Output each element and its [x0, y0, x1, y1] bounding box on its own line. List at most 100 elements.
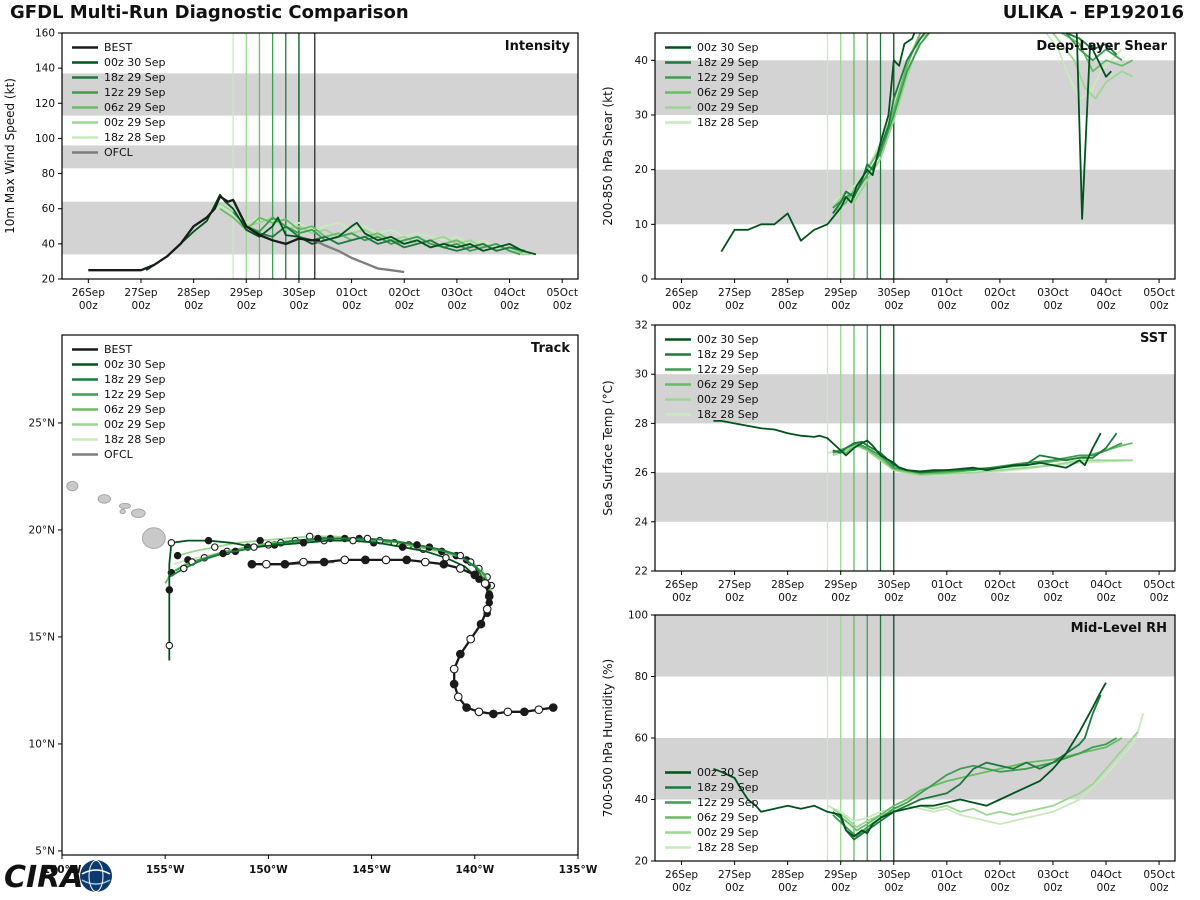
legend-label-BEST: BEST [104, 343, 132, 356]
x-tick-label-hour: 00z [1044, 300, 1063, 312]
y-tick-label: 22 [635, 566, 648, 578]
track-marker [210, 543, 219, 551]
legend-label-00z 30 Sep: 00z 30 Sep [697, 333, 759, 346]
legend-label-OFCL: OFCL [104, 146, 134, 159]
hawaii-island [97, 494, 112, 504]
series-line-12z 29 Sep [832, 33, 1123, 209]
y-tick-label: 40 [635, 794, 648, 806]
x-tick-label-date: 26Sep [72, 287, 105, 299]
x-tick-label-date: 28Sep [771, 579, 804, 591]
x-tick-label-date: 30Sep [877, 287, 910, 299]
lon-tick-label: 155°W [146, 864, 185, 876]
x-tick-label-hour: 00z [725, 300, 744, 312]
x-tick-label-hour: 00z [1097, 882, 1116, 894]
category-band [62, 73, 578, 116]
x-tick-label-date: 29Sep [230, 287, 263, 299]
x-tick-label-hour: 00z [884, 882, 903, 894]
x-tick-label-date: 30Sep [282, 287, 315, 299]
panel-title: SST [1140, 331, 1167, 346]
x-tick-label-date: 28Sep [177, 287, 210, 299]
track-marker [180, 564, 188, 573]
legend-label-18z 29 Sep: 18z 29 Sep [697, 781, 759, 794]
hawaii-island [57, 486, 61, 492]
track-marker [466, 634, 476, 644]
x-tick-label-hour: 00z [725, 592, 744, 604]
storm-id: ULIKA - EP192016 [1002, 2, 1184, 23]
x-tick-label-date: 01Oct [931, 579, 963, 591]
track-marker [247, 559, 257, 569]
series-line-18z 29 Sep [832, 33, 1118, 214]
track-marker [167, 539, 176, 547]
legend-label-06z 29 Sep: 06z 29 Sep [697, 378, 759, 391]
track-marker [484, 591, 494, 601]
track-marker [349, 536, 357, 545]
track-marker [456, 564, 465, 573]
y-tick-label: 0 [641, 274, 648, 286]
lat-tick-label: 25°N [29, 417, 55, 429]
page-title: GFDL Multi-Run Diagnostic Comparison [10, 2, 409, 23]
panel-title: Intensity [505, 39, 571, 54]
x-tick-label-hour: 00z [1097, 300, 1116, 312]
x-tick-label-date: 27Sep [718, 869, 751, 881]
plot-frame [654, 324, 1176, 572]
x-tick-label-date: 26Sep [665, 287, 698, 299]
x-tick-label-date: 04Oct [1090, 869, 1122, 881]
x-tick-label-date: 01Oct [336, 287, 368, 299]
legend-label-12z 29 Sep: 12z 29 Sep [104, 388, 166, 401]
legend-label-12z 29 Sep: 12z 29 Sep [104, 86, 166, 99]
y-tick-label: 100 [35, 133, 55, 145]
series-line-BEST [88, 195, 320, 272]
track-marker [250, 543, 258, 551]
x-tick-label-date: 03Oct [441, 287, 473, 299]
legend-label-00z 30 Sep: 00z 30 Sep [697, 766, 759, 779]
x-tick-label-date: 02Oct [984, 869, 1016, 881]
x-tick-label-date: 04Oct [1090, 579, 1122, 591]
x-tick-label-date: 03Oct [1037, 869, 1069, 881]
y-tick-label: 160 [35, 28, 55, 40]
track-marker [280, 559, 290, 569]
legend-label-00z 30 Sep: 00z 30 Sep [104, 358, 166, 371]
y-tick-label: 24 [635, 516, 649, 528]
x-tick-label-hour: 00z [1150, 882, 1169, 894]
legend-label-06z 29 Sep: 06z 29 Sep [104, 403, 166, 416]
legend-label-00z 29 Sep: 00z 29 Sep [697, 393, 759, 406]
x-tick-label-hour: 00z [884, 592, 903, 604]
hawaii-island [141, 527, 166, 549]
rh-panel: 2040608010026Sep00z27Sep00z28Sep00z29Sep… [601, 610, 1176, 894]
track-marker [456, 551, 465, 560]
plot-frame [654, 32, 1176, 280]
track-marker [503, 707, 513, 717]
legend-label-06z 29 Sep: 06z 29 Sep [104, 101, 166, 114]
lat-tick-label: 20°N [29, 524, 55, 536]
track-marker [165, 641, 174, 650]
track-marker [474, 707, 484, 717]
y-tick-label: 20 [635, 856, 648, 868]
legend-label-18z 28 Sep: 18z 28 Sep [697, 116, 759, 129]
cira-logo-text: CIRA [4, 860, 84, 895]
y-tick-label: 20 [42, 274, 55, 286]
category-band [62, 145, 578, 169]
track-marker [204, 536, 213, 545]
globe-line [81, 869, 111, 875]
x-tick-label-date: 26Sep [665, 579, 698, 591]
track-marker [398, 543, 407, 551]
legend-label-18z 29 Sep: 18z 29 Sep [104, 373, 166, 386]
y-tick-label: 120 [35, 98, 55, 110]
y-tick-label: 10 [635, 219, 648, 231]
legend-label-18z 29 Sep: 18z 29 Sep [104, 71, 166, 84]
x-tick-label-hour: 00z [290, 300, 309, 312]
series-line-00z 30 Sep [713, 420, 1102, 473]
x-tick-label-date: 02Oct [984, 287, 1016, 299]
y-tick-label: 20 [635, 164, 648, 176]
series-line-00z 29 Sep [206, 202, 531, 256]
track-marker [476, 619, 486, 629]
x-tick-label-date: 02Oct [388, 287, 420, 299]
x-tick-label-hour: 00z [447, 300, 466, 312]
lon-tick-label: 140°W [455, 864, 494, 876]
x-tick-label-date: 01Oct [931, 869, 963, 881]
lon-tick-label: 150°W [249, 864, 288, 876]
track-marker [319, 557, 329, 567]
intensity-panel: 2040608010012014016026Sep00z27Sep00z28Se… [3, 28, 579, 312]
track-marker [548, 703, 558, 712]
x-tick-label-date: 27Sep [718, 579, 751, 591]
